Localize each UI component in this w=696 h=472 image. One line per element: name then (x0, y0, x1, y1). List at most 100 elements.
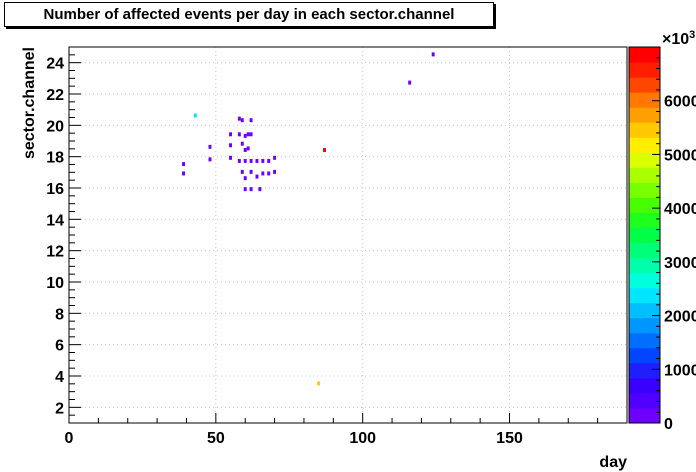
palette-swatch (629, 257, 660, 274)
palette-swatch (629, 92, 660, 108)
palette-frame (628, 46, 661, 424)
heatmap-cell (261, 171, 265, 176)
palette-swatch (629, 212, 660, 228)
heatmap-cell (229, 155, 232, 160)
y-tick-label: 12 (46, 244, 64, 261)
heatmap-cell (273, 169, 277, 174)
palette-tick-label: 2000 (664, 309, 696, 326)
heatmap-cell (255, 174, 259, 179)
heatmap-cell (258, 187, 262, 192)
palette-swatch (629, 197, 660, 213)
heatmap-cell (246, 146, 250, 151)
palette-swatch (629, 122, 660, 138)
palette-swatch (629, 242, 660, 259)
palette-swatch (629, 302, 660, 319)
palette-swatch (629, 272, 660, 289)
x-axis-label: day (599, 454, 627, 471)
grid-lines (69, 47, 627, 423)
heatmap-cell (317, 381, 321, 386)
y-tick-label: 14 (46, 212, 64, 229)
palette-tick-label: 0 (664, 416, 673, 433)
palette-swatch (629, 362, 660, 379)
heatmap-cell (243, 176, 247, 181)
palette-swatch (629, 182, 660, 198)
palette-swatch (629, 47, 660, 63)
palette-swatch (629, 392, 660, 409)
palette-swatch (629, 347, 660, 364)
palette-tick-label: 6000 (664, 94, 696, 111)
palette-swatch (629, 77, 660, 93)
heatmap-cell (273, 155, 277, 160)
y-tick-label: 4 (55, 369, 64, 386)
heatmap-cell (208, 157, 212, 162)
y-tick-label: 20 (46, 118, 64, 135)
heatmap-cell (237, 132, 241, 137)
heatmap-cell (229, 132, 232, 137)
chart-title: Number of affected events per day in eac… (4, 2, 494, 27)
x-tick-label: 0 (65, 430, 74, 447)
y-tick-label: 22 (46, 87, 64, 104)
y-tick-label: 8 (55, 306, 64, 323)
palette-swatch (629, 137, 660, 153)
palette-swatch (629, 317, 660, 334)
heatmap-cell (323, 147, 326, 152)
y-tick-label: 16 (46, 181, 64, 198)
plot-frame (68, 46, 628, 424)
heatmap-cell (208, 144, 212, 149)
y-tick-label: 2 (55, 400, 64, 417)
heatmap-cell (249, 132, 253, 137)
heatmap-cells (182, 52, 435, 386)
heatmap-cell (249, 169, 253, 174)
heatmap-cell (182, 171, 186, 176)
x-tick-label: 150 (496, 430, 523, 447)
palette-swatch (629, 332, 660, 349)
y-axis-label: sector.channel (21, 47, 38, 159)
y-tick-label: 10 (46, 275, 64, 292)
heatmap-cell (431, 52, 435, 57)
x-axis: 0 50 100 150 (65, 413, 628, 447)
heatmap-cell (243, 187, 247, 192)
heatmap-cell (237, 158, 241, 163)
palette-swatch (629, 377, 660, 394)
x-tick-label: 50 (207, 430, 225, 447)
heatmap-cell (229, 143, 232, 148)
heatmap-cell (249, 158, 253, 163)
heatmap-cell (240, 118, 244, 123)
heatmap-cell (408, 80, 412, 85)
heatmap-cell (255, 158, 259, 163)
palette-tick-label: 3000 (664, 255, 696, 272)
heatmap-cell (237, 116, 241, 121)
palette-tick-label: 5000 (664, 147, 696, 164)
heatmap-cell (243, 147, 247, 152)
heatmap-cell (267, 171, 271, 176)
palette-exponent-label: ×103 (662, 29, 695, 48)
heatmap-cell (182, 162, 186, 167)
palette-swatch (629, 227, 660, 244)
y-tick-label: 18 (46, 150, 64, 167)
heatmap-cell (240, 169, 244, 174)
heatmap-cell (267, 158, 271, 163)
heatmap-cell (243, 158, 247, 163)
heatmap-cell (246, 132, 250, 137)
palette-exponent-power: 3 (689, 29, 695, 41)
palette-swatch (629, 407, 660, 424)
palette-swatch (629, 287, 660, 304)
y-tick-label: 6 (55, 338, 64, 355)
palette-swatch (629, 152, 660, 168)
heatmap-cell (249, 118, 253, 123)
palette-swatch (629, 62, 660, 78)
color-palette: 0 1000 2000 3000 4000 5000 6000 ×103 (628, 29, 696, 433)
y-tick-label: 24 (46, 56, 64, 73)
palette-swatch (629, 107, 660, 123)
palette-swatch (629, 167, 660, 183)
heatmap-cell (240, 141, 244, 146)
heatmap-cell (243, 133, 247, 138)
heatmap-cell (193, 113, 197, 118)
palette-tick-label: 1000 (664, 362, 696, 379)
heatmap-cell (261, 158, 265, 163)
x-tick-label: 100 (349, 430, 376, 447)
heatmap-cell (249, 187, 253, 192)
palette-tick-label: 4000 (664, 201, 696, 218)
